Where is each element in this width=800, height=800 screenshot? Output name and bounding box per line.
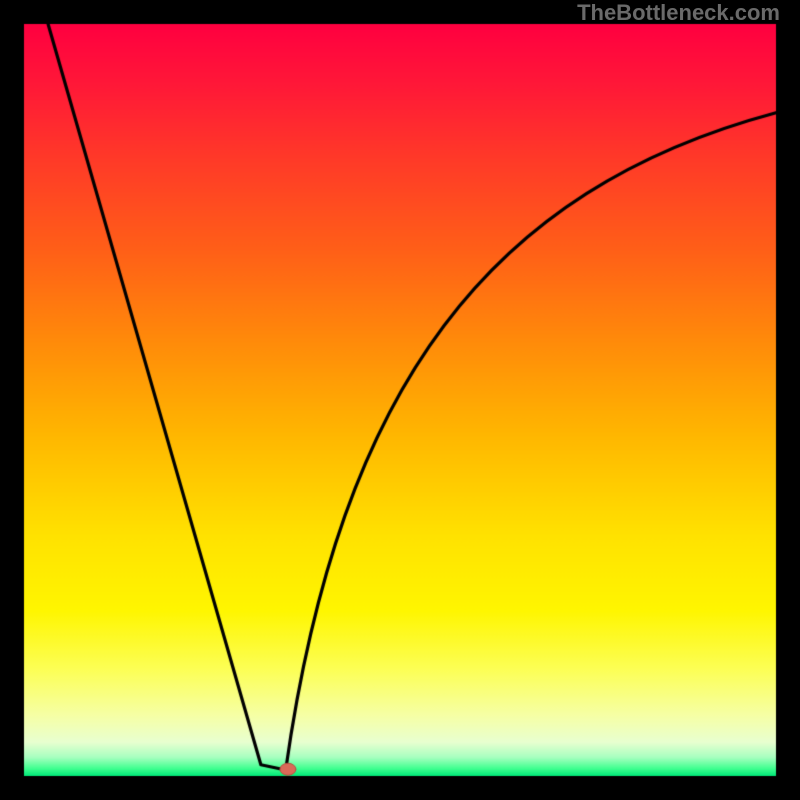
chart-container: TheBottleneck.com xyxy=(0,0,800,800)
bottleneck-chart-canvas xyxy=(0,0,800,800)
watermark-text: TheBottleneck.com xyxy=(577,0,780,26)
